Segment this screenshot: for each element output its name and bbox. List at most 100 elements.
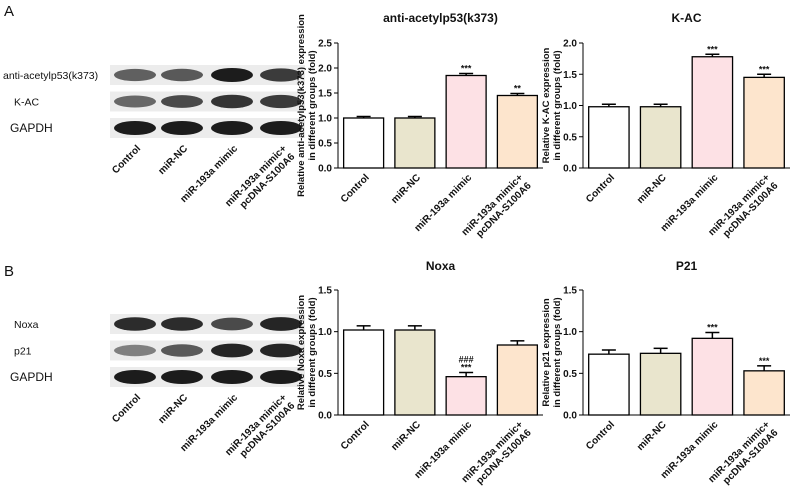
panel-label: B [4, 263, 14, 280]
blot-band [260, 94, 302, 109]
x-tick-label: Control [339, 172, 372, 205]
lane-label: miR-NC [156, 392, 190, 426]
bar [639, 352, 682, 416]
lane-label: miR-NC [156, 143, 190, 177]
y-axis-label: in different groups (fold) [307, 50, 318, 160]
blot-strip [110, 118, 305, 138]
blot-band [211, 121, 253, 135]
bar [394, 117, 436, 169]
blot-band [114, 68, 156, 82]
panel-label: A [4, 3, 14, 20]
blot-band [161, 95, 203, 108]
blot-band [211, 317, 253, 331]
y-tick-label: 0.0 [318, 411, 332, 422]
y-axis-label: in different groups (fold) [307, 297, 318, 407]
blot-band [260, 370, 302, 384]
blot-band [260, 343, 302, 358]
x-tick-label: miR-NC [389, 419, 423, 453]
x-tick-label: miR-193a mimic+pcDNA-S100A6 [706, 419, 780, 493]
bar [496, 344, 539, 416]
blot-row-label: Noxa [14, 319, 39, 331]
y-tick-label: 2.0 [563, 39, 577, 50]
bar [496, 94, 539, 169]
x-tick-label: Control [339, 419, 372, 452]
y-tick-label: 1.5 [318, 89, 332, 100]
blot-row-label: anti-acetylp53(k373) [3, 70, 98, 82]
blot-band [161, 121, 203, 135]
chart-title: K-AC [672, 11, 702, 25]
blot-band [114, 95, 156, 108]
blot-band [114, 121, 156, 135]
significance-label: ** [514, 84, 522, 94]
blot-band [161, 344, 203, 357]
blot-strip [110, 340, 305, 361]
lane-label: Control [110, 143, 143, 176]
blot-band [260, 317, 302, 331]
blot-band [161, 68, 203, 82]
x-tick-label: miR-NC [635, 419, 669, 453]
blot-band [114, 317, 156, 331]
blot-row-label: p21 [14, 346, 32, 358]
y-axis-label: in different groups (fold) [552, 50, 563, 160]
y-tick-label: 1.0 [318, 114, 332, 125]
y-tick-label: 0.5 [318, 369, 332, 380]
bar [691, 337, 734, 416]
bar [588, 353, 630, 416]
blot-band [260, 121, 302, 135]
y-tick-label: 0.5 [563, 369, 577, 380]
bar [342, 329, 385, 416]
blot-strip [110, 367, 305, 387]
y-tick-label: 0.0 [563, 411, 577, 422]
x-tick-label: miR-NC [635, 172, 669, 206]
y-tick-label: 0.5 [563, 132, 577, 143]
significance-label: *** [461, 363, 472, 373]
y-tick-label: 2.5 [318, 39, 332, 50]
chart-title: Noxa [426, 259, 456, 273]
blot-strip [110, 314, 305, 334]
blot-band [161, 370, 203, 384]
y-tick-label: 1.5 [563, 286, 577, 297]
blot-band [211, 68, 253, 82]
significance-label: *** [461, 64, 472, 74]
significance-label: ### [459, 355, 474, 365]
bar [691, 56, 734, 169]
blot-band [211, 94, 253, 109]
bar [445, 376, 487, 416]
bar [639, 106, 682, 169]
x-tick-label: Control [584, 172, 617, 205]
y-axis-label: Relative anti-acetylp53(k373) expression [296, 14, 307, 197]
blot-band [114, 344, 156, 357]
x-tick-label: miR-NC [389, 172, 423, 206]
blot-band [114, 370, 156, 384]
y-axis-label: Relative p21 expression [541, 298, 552, 406]
y-axis-label: Relative K-AC expression [541, 47, 552, 163]
y-tick-label: 1.0 [318, 327, 332, 338]
significance-label: *** [707, 323, 718, 333]
y-tick-label: 1.5 [563, 70, 577, 81]
x-tick-label: Control [584, 419, 617, 452]
significance-label: *** [707, 44, 718, 54]
bar [588, 106, 630, 169]
y-axis-label: in different groups (fold) [552, 297, 563, 407]
bar [342, 117, 385, 169]
y-tick-label: 1.0 [563, 101, 577, 112]
blot-row-label: GAPDH [10, 121, 53, 135]
significance-label: *** [759, 356, 770, 366]
blot-row-label: GAPDH [10, 370, 53, 384]
chart-title: anti-acetylp53(k373) [383, 11, 498, 25]
chart-title: P21 [676, 259, 698, 273]
blot-band [260, 68, 302, 82]
bar [743, 370, 785, 416]
significance-label: *** [759, 64, 770, 74]
y-axis-label: Relative Noxa expression [296, 295, 307, 410]
x-tick-label: miR-193a mimic+pcDNA-S100A6 [706, 172, 780, 246]
y-tick-label: 1.0 [563, 327, 577, 338]
blot-strip [110, 65, 305, 85]
bar [445, 74, 487, 169]
blot-band [161, 317, 203, 331]
y-tick-label: 0.0 [563, 164, 577, 175]
blot-strip [110, 91, 305, 112]
blot-band [211, 343, 253, 358]
bar [743, 76, 785, 169]
